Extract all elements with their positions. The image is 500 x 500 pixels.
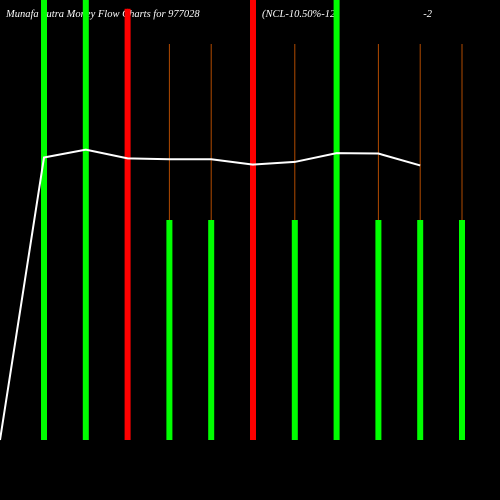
money-flow-bar: [208, 220, 215, 440]
money-flow-bar: [41, 0, 47, 440]
money-flow-bar: [124, 8, 131, 441]
money-flow-bar: [333, 0, 340, 440]
money-flow-bar: [82, 0, 89, 440]
money-flow-bar: [375, 220, 382, 440]
money-flow-bar: [166, 220, 173, 440]
money-flow-bar: [291, 220, 298, 440]
money-flow-bar: [417, 220, 424, 440]
money-flow-bar: [459, 220, 465, 440]
trend-line: [0, 148, 421, 441]
money-flow-bar: [250, 0, 256, 440]
